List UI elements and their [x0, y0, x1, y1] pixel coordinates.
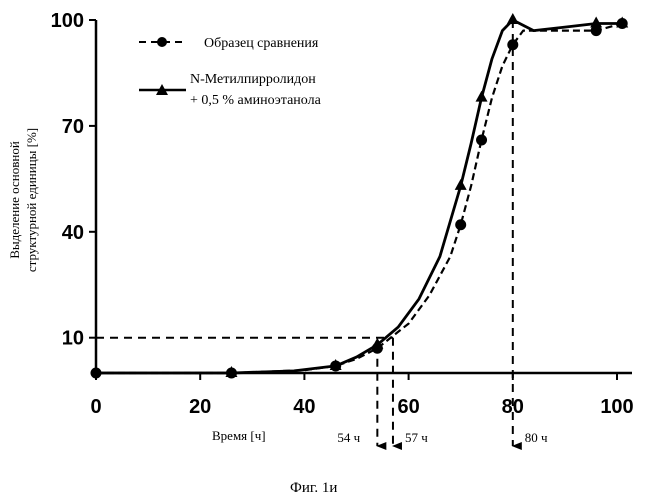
- series-group: [91, 13, 629, 379]
- legend-label-nmp-line-1: N-Метилпирролидон: [190, 72, 316, 87]
- legend-label-nmp-line-2: + 0,5 % аминоэтанола: [190, 93, 322, 108]
- x-tick-label: 20: [189, 396, 211, 418]
- figure-caption: Фиг. 1и: [290, 480, 337, 496]
- reference-label: 57 ч: [405, 430, 428, 445]
- reference-label: 54 ч: [337, 430, 360, 445]
- y-tick-label: 100: [51, 10, 84, 32]
- y-tick-label: 70: [62, 116, 84, 138]
- x-tick-label: 60: [397, 396, 419, 418]
- ticks: 020406080100104070100: [51, 10, 634, 418]
- reference-lines: 54 ч 57 ч 80 ч: [96, 20, 548, 446]
- data-point-triangle: [455, 179, 467, 190]
- data-point-circle: [476, 135, 487, 146]
- y-tick-label: 40: [62, 222, 84, 244]
- legend-marker-circle: [157, 37, 167, 47]
- y-axis-label-line-1: Выделение основной: [7, 141, 22, 259]
- series-line-0: [96, 24, 622, 374]
- data-point-triangle: [476, 91, 488, 102]
- y-axis-label-line-2: структурной единицы [%]: [24, 128, 39, 272]
- data-point-triangle: [507, 13, 519, 24]
- y-tick-label: 10: [62, 328, 84, 350]
- x-axis-label: Время [ч]: [212, 428, 266, 443]
- x-tick-label: 100: [600, 396, 633, 418]
- data-point-circle: [455, 219, 466, 230]
- data-point-circle: [507, 39, 518, 50]
- legend: Образец сравнения N-Метилпирролидон + 0,…: [139, 36, 322, 108]
- series-line-1: [96, 20, 622, 373]
- legend-label-reference: Образец сравнения: [204, 36, 319, 51]
- x-tick-label: 0: [90, 396, 101, 418]
- reference-label: 80 ч: [525, 430, 548, 445]
- axes: [96, 20, 632, 373]
- data-point-triangle: [590, 17, 602, 28]
- x-tick-label: 40: [293, 396, 315, 418]
